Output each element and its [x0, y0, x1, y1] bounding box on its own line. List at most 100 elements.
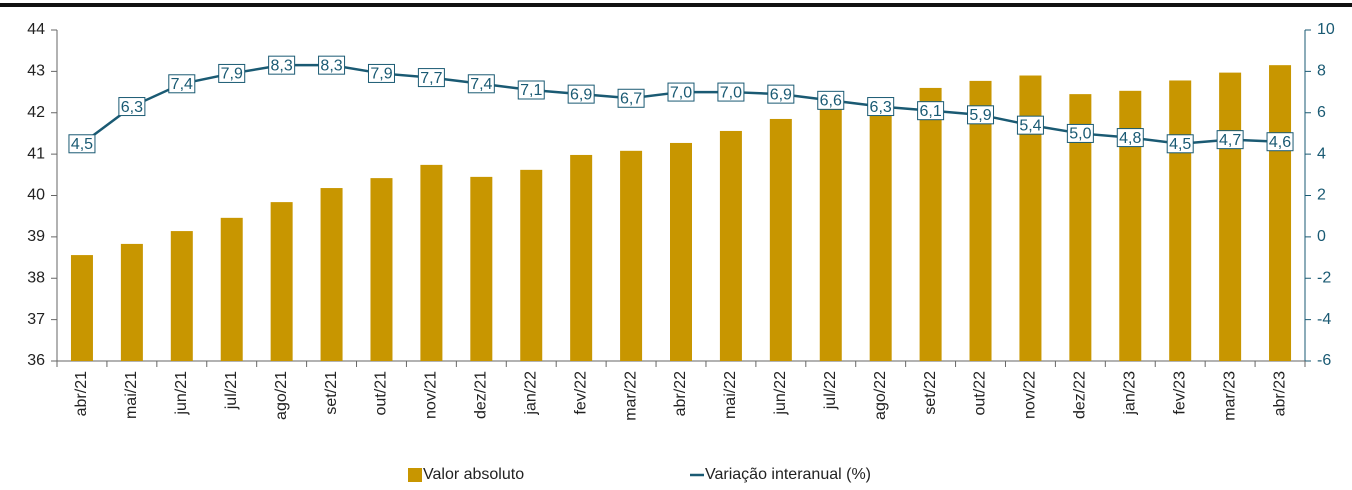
bar — [570, 154, 593, 361]
bar — [769, 118, 792, 361]
data-label: 4,5 — [1169, 136, 1191, 153]
data-label: 7,9 — [221, 66, 243, 83]
x-tick-label: nov/21 — [423, 371, 440, 419]
data-label-box — [1116, 128, 1144, 148]
bar — [70, 255, 93, 361]
y-tick-label: 37 — [27, 311, 45, 328]
data-label: 4,7 — [1219, 132, 1241, 149]
data-label: 7,0 — [670, 84, 692, 101]
data-label-box — [1216, 130, 1244, 150]
data-label: 7,4 — [470, 76, 492, 93]
data-label: 4,6 — [1269, 134, 1291, 151]
y-tick-label: 43 — [27, 63, 45, 80]
data-label-box — [1166, 134, 1194, 154]
data-label-box — [767, 84, 795, 104]
bar — [819, 108, 842, 361]
data-label: 5,0 — [1069, 126, 1091, 143]
data-label-box — [967, 105, 995, 125]
data-label-box — [717, 82, 745, 102]
y-tick-label: 40 — [27, 187, 45, 204]
data-label: 6,3 — [121, 99, 143, 116]
x-tick-label: jan/23 — [1121, 371, 1138, 416]
data-label: 7,7 — [420, 70, 442, 87]
data-label: 6,3 — [870, 99, 892, 116]
y2-tick-label: 2 — [1317, 187, 1326, 204]
y-tick-label: 42 — [27, 104, 45, 121]
top-rule — [0, 3, 1352, 7]
data-label-box — [1266, 132, 1294, 152]
bar — [719, 130, 742, 361]
data-label: 6,1 — [919, 103, 941, 120]
bar — [470, 176, 493, 361]
data-label-box — [917, 101, 945, 121]
y-tick-label: 38 — [27, 269, 45, 286]
y-tick-label: 41 — [27, 145, 45, 162]
data-label-box — [617, 88, 645, 108]
data-label-box — [68, 134, 96, 154]
x-tick-label: mai/22 — [722, 371, 739, 419]
x-tick-label: out/22 — [972, 371, 989, 416]
data-label-box — [367, 63, 395, 83]
bar — [270, 202, 293, 361]
data-label: 7,0 — [720, 84, 742, 101]
x-tick-label: jun/22 — [772, 371, 789, 416]
bar — [1069, 94, 1092, 361]
x-tick-label: nov/22 — [1022, 371, 1039, 419]
x-tick-label: jul/21 — [223, 371, 240, 410]
x-tick-label: set/21 — [323, 371, 340, 415]
data-label-box — [268, 55, 296, 75]
x-tick-label: out/21 — [373, 371, 390, 416]
data-label-box — [1066, 123, 1094, 143]
y2-tick-label: 10 — [1317, 21, 1335, 38]
data-label: 6,6 — [820, 93, 842, 110]
x-tick-label: abr/21 — [73, 371, 90, 416]
x-tick-label: ago/21 — [273, 371, 290, 420]
bar — [1019, 75, 1042, 361]
data-label: 4,5 — [71, 136, 93, 153]
bar — [220, 217, 243, 361]
x-tick-label: jul/22 — [822, 371, 839, 410]
bar — [370, 178, 393, 361]
x-tick-label: fev/22 — [572, 371, 589, 415]
data-label-box — [118, 97, 146, 117]
data-label-box — [168, 74, 196, 94]
x-tick-label: mar/22 — [622, 371, 639, 421]
x-tick-label: set/22 — [922, 371, 939, 415]
x-tick-label: abr/22 — [672, 371, 689, 416]
bar — [520, 169, 543, 361]
data-label-box — [567, 84, 595, 104]
data-label-box — [817, 90, 845, 110]
bar — [170, 231, 193, 361]
data-label: 5,4 — [1019, 117, 1041, 134]
data-label-box — [467, 74, 495, 94]
y-tick-label: 39 — [27, 228, 45, 245]
x-tick-label: abr/23 — [1271, 371, 1288, 416]
data-label-box — [1016, 115, 1044, 135]
data-label: 5,9 — [969, 107, 991, 124]
x-tick-label: dez/21 — [473, 371, 490, 419]
bar — [1169, 80, 1192, 361]
x-tick-label: ago/22 — [872, 371, 889, 420]
line — [81, 63, 1281, 146]
bar — [1119, 90, 1142, 361]
data-label-box — [318, 55, 346, 75]
data-label: 6,9 — [570, 86, 592, 103]
x-tick-label: jun/21 — [173, 371, 190, 416]
data-label: 7,9 — [370, 66, 392, 83]
bar — [320, 188, 343, 361]
y-tick-label: 36 — [27, 352, 45, 369]
data-label: 8,3 — [271, 57, 293, 74]
bar — [919, 87, 942, 362]
bar — [1269, 65, 1292, 361]
data-label: 6,9 — [770, 86, 792, 103]
y2-tick-label: 0 — [1317, 228, 1326, 245]
data-label-box — [517, 80, 545, 100]
y2-tick-label: -6 — [1317, 352, 1331, 369]
x-tick-label: mar/23 — [1221, 371, 1238, 421]
data-label: 4,8 — [1119, 130, 1141, 147]
legend-swatch — [408, 468, 422, 482]
legend-label: Valor absoluto — [423, 466, 524, 483]
data-label-box — [218, 63, 246, 83]
x-tick-label: fev/23 — [1171, 371, 1188, 415]
